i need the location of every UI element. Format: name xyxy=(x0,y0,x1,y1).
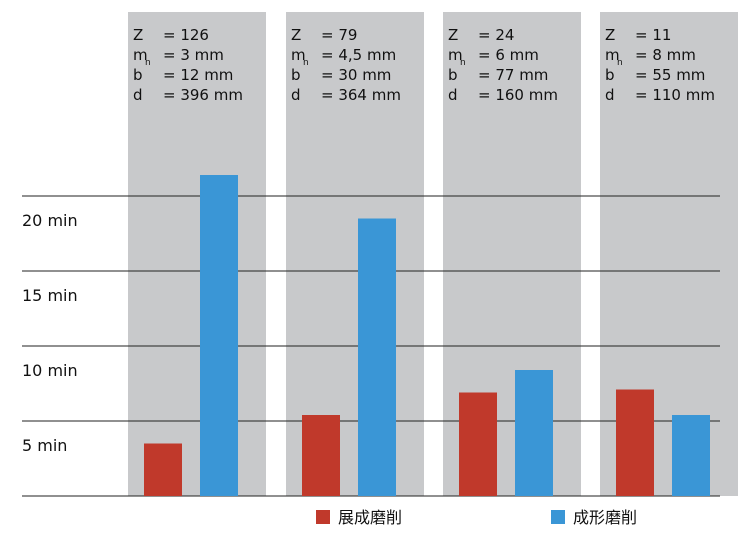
spec-value: = 55 mm xyxy=(635,66,705,84)
spec-key: Z xyxy=(605,26,615,44)
spec-key: m xyxy=(133,46,148,64)
spec-value: = 396 mm xyxy=(163,86,243,104)
spec-value: = 30 mm xyxy=(321,66,391,84)
spec-value: = 364 mm xyxy=(321,86,401,104)
y-tick-label: 15 min xyxy=(22,286,78,305)
spec-value: = 6 mm xyxy=(478,46,539,64)
spec-key: d xyxy=(605,86,615,104)
spec-key: m xyxy=(448,46,463,64)
bar-series-2-category-1 xyxy=(200,175,238,496)
bar-series-2-category-4 xyxy=(672,415,710,496)
spec-key-subscript: n xyxy=(460,58,466,68)
legend-swatch xyxy=(551,510,565,524)
spec-value: = 77 mm xyxy=(478,66,548,84)
spec-value: = 3 mm xyxy=(163,46,224,64)
spec-key: d xyxy=(291,86,301,104)
y-axis-tick-labels: 5 min 10 min 15 min 20 min xyxy=(22,211,78,455)
category-specs-1: Z = 126 mn = 3 mm b = 12 mm d = 396 mm xyxy=(133,26,243,104)
bar-series-1-category-4 xyxy=(616,389,654,496)
y-tick-label: 5 min xyxy=(22,436,67,455)
spec-key: b xyxy=(291,66,301,84)
bar-series-1-category-2 xyxy=(302,415,340,496)
spec-key: m xyxy=(291,46,306,64)
spec-key-subscript: n xyxy=(617,58,623,68)
bar-series-2-category-3 xyxy=(515,370,553,496)
spec-key-subscript: n xyxy=(145,58,151,68)
legend-label: 成形磨削 xyxy=(573,508,637,527)
legend: 展成磨削 成形磨削 xyxy=(316,508,637,527)
bar-series-2-category-2 xyxy=(358,218,396,496)
spec-key: b xyxy=(448,66,458,84)
spec-key: d xyxy=(448,86,458,104)
y-tick-label: 20 min xyxy=(22,211,78,230)
bar-series-1-category-3 xyxy=(459,392,497,496)
spec-value: = 79 xyxy=(321,26,357,44)
bars xyxy=(144,175,710,496)
spec-key: Z xyxy=(448,26,458,44)
spec-key: Z xyxy=(291,26,301,44)
legend-item-2: 成形磨削 xyxy=(551,508,637,527)
spec-value: = 4,5 mm xyxy=(321,46,396,64)
bar-series-1-category-1 xyxy=(144,443,182,496)
category-panel-1 xyxy=(128,12,266,496)
spec-value: = 12 mm xyxy=(163,66,233,84)
spec-value: = 160 mm xyxy=(478,86,558,104)
spec-value: = 126 xyxy=(163,26,209,44)
legend-item-1: 展成磨削 xyxy=(316,508,402,527)
category-specs-3: Z = 24 mn = 6 mm b = 77 mm d = 160 mm xyxy=(448,26,558,104)
legend-swatch xyxy=(316,510,330,524)
spec-value: = 11 xyxy=(635,26,671,44)
spec-key-subscript: n xyxy=(303,58,309,68)
category-specs-4: Z = 11 mn = 8 mm b = 55 mm d = 110 mm xyxy=(605,26,715,104)
spec-key: m xyxy=(605,46,620,64)
legend-label: 展成磨削 xyxy=(338,508,402,527)
spec-value: = 8 mm xyxy=(635,46,696,64)
spec-key: Z xyxy=(133,26,143,44)
spec-value: = 110 mm xyxy=(635,86,715,104)
spec-key: d xyxy=(133,86,143,104)
y-tick-label: 10 min xyxy=(22,361,78,380)
spec-key: b xyxy=(605,66,615,84)
spec-value: = 24 xyxy=(478,26,514,44)
category-specs-2: Z = 79 mn = 4,5 mm b = 30 mm d = 364 mm xyxy=(291,26,401,104)
spec-key: b xyxy=(133,66,143,84)
